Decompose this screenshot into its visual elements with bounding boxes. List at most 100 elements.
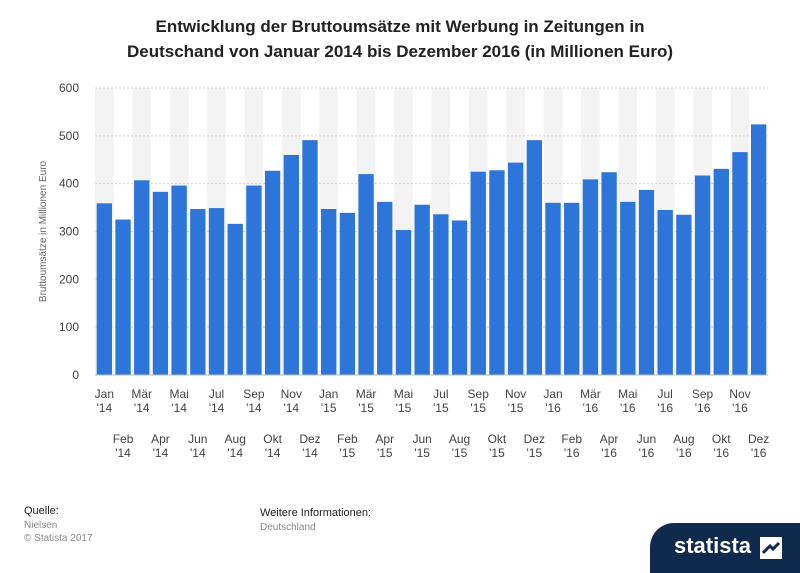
bar xyxy=(694,175,711,375)
bar xyxy=(451,220,468,375)
bar xyxy=(713,168,729,375)
bar xyxy=(115,219,131,375)
x-tick-label: Mär xyxy=(356,387,377,401)
x-tick-label: Jul xyxy=(433,387,448,401)
x-tick-label: Mär xyxy=(580,387,601,401)
x-tick-label: Dez xyxy=(299,432,320,446)
x-tick-label: Dez xyxy=(748,432,769,446)
bar xyxy=(395,230,412,375)
y-tick-label: 100 xyxy=(59,320,79,334)
y-tick-label: 500 xyxy=(59,129,79,143)
x-tick-label: '16 xyxy=(601,446,617,460)
x-tick-label: Sep xyxy=(468,387,490,401)
x-tick-label: Feb xyxy=(337,432,358,446)
bar xyxy=(302,140,318,375)
bar xyxy=(526,140,542,375)
x-tick-label: Okt xyxy=(712,432,731,446)
y-axis-label: Bruttoumsätze in Millionen Euro xyxy=(38,160,49,302)
bar xyxy=(489,170,505,375)
source-label: Quelle: xyxy=(24,505,59,517)
bar xyxy=(377,201,393,375)
bar xyxy=(601,172,617,375)
x-tick-label: Jan xyxy=(95,387,114,401)
x-tick-label: Okt xyxy=(263,432,282,446)
x-tick-label: Apr xyxy=(375,432,394,446)
x-tick-label: Sep xyxy=(692,387,714,401)
x-tick-label: Nov xyxy=(505,387,526,401)
x-tick-label: '16 xyxy=(751,446,767,460)
x-tick-label: '15 xyxy=(414,446,430,460)
x-tick-label: '15 xyxy=(452,446,468,460)
bar xyxy=(190,209,206,375)
x-tick-label: '14 xyxy=(265,446,281,460)
x-tick-label: '14 xyxy=(227,446,243,460)
bar xyxy=(582,179,599,375)
bar xyxy=(470,171,486,375)
copyright-text: © Statista 2017 xyxy=(24,533,93,544)
bar xyxy=(171,185,187,375)
x-tick-label: '16 xyxy=(620,401,636,415)
x-tick-label: '16 xyxy=(583,401,599,415)
bar xyxy=(152,191,169,375)
x-tick-label: '14 xyxy=(134,401,150,415)
x-tick-label: Mai xyxy=(394,387,413,401)
brand-name: statista xyxy=(674,533,752,558)
x-tick-label: Jun xyxy=(412,432,431,446)
y-tick-label: 400 xyxy=(59,177,79,191)
bar xyxy=(433,214,449,375)
x-tick-label: Nov xyxy=(281,387,302,401)
bar xyxy=(545,202,561,375)
bar xyxy=(750,124,767,375)
x-tick-label: Okt xyxy=(488,432,507,446)
chart-title-line-1: Entwicklung der Bruttoumsätze mit Werbun… xyxy=(155,17,645,36)
x-tick-label: Aug xyxy=(225,432,246,446)
x-tick-label: '16 xyxy=(713,446,729,460)
x-tick-label: '15 xyxy=(321,401,337,415)
bar xyxy=(657,209,673,375)
bar-chart: 0100200300400500600Jan'14Feb'14Mär'14Apr… xyxy=(38,81,769,460)
x-tick-label: Mai xyxy=(618,387,637,401)
bar xyxy=(227,223,243,375)
x-tick-label: '16 xyxy=(676,446,692,460)
x-tick-label: Jun xyxy=(188,432,207,446)
bar xyxy=(283,154,299,375)
x-tick-label: '14 xyxy=(115,446,131,460)
x-tick-label: '15 xyxy=(377,446,393,460)
x-tick-label: '15 xyxy=(470,401,486,415)
bar xyxy=(676,214,692,375)
x-tick-label: '16 xyxy=(657,401,673,415)
x-tick-label: Mär xyxy=(131,387,152,401)
x-tick-label: Sep xyxy=(243,387,265,401)
x-tick-label: '16 xyxy=(564,446,580,460)
bar xyxy=(246,185,262,375)
x-tick-label: '15 xyxy=(489,446,505,460)
x-tick-label: '15 xyxy=(433,401,449,415)
x-tick-label: '14 xyxy=(171,401,187,415)
x-tick-label: Feb xyxy=(113,432,134,446)
statista-logo[interactable]: statista xyxy=(650,523,800,573)
bar xyxy=(264,170,281,375)
x-tick-label: '14 xyxy=(190,446,206,460)
x-tick-label: '14 xyxy=(97,401,113,415)
bar xyxy=(358,174,374,375)
x-tick-label: '15 xyxy=(526,446,542,460)
x-tick-label: Nov xyxy=(729,387,750,401)
x-tick-label: '15 xyxy=(508,401,524,415)
x-tick-label: Jan xyxy=(543,387,562,401)
bar xyxy=(339,212,356,375)
x-tick-label: '16 xyxy=(545,401,561,415)
x-tick-label: Dez xyxy=(524,432,545,446)
bar xyxy=(732,152,748,375)
x-tick-label: '15 xyxy=(358,401,374,415)
bar xyxy=(638,189,655,375)
bar xyxy=(507,162,524,375)
y-tick-label: 300 xyxy=(59,225,79,239)
y-tick-label: 0 xyxy=(72,368,79,382)
y-tick-label: 600 xyxy=(59,81,79,95)
info-value: Deutschland xyxy=(260,522,316,533)
x-tick-label: Apr xyxy=(600,432,619,446)
x-tick-label: '14 xyxy=(283,401,299,415)
chart-title-line-2: Deutschand von Januar 2014 bis Dezember … xyxy=(126,42,674,61)
bar xyxy=(134,180,150,375)
x-tick-label: Jan xyxy=(319,387,338,401)
